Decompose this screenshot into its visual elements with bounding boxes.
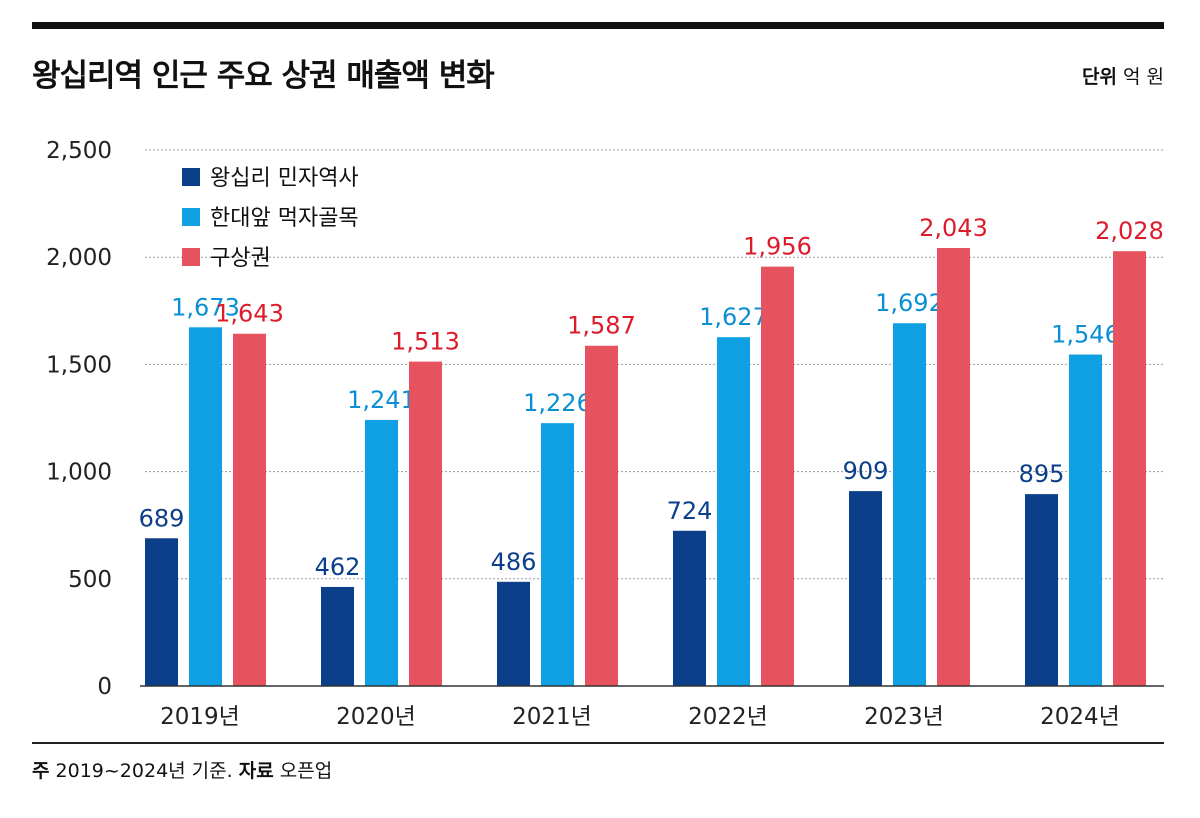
note-text: 2019~2024년 기준.: [55, 760, 233, 782]
data-label: 1,627: [699, 303, 768, 331]
unit-value: 억 원: [1123, 66, 1164, 88]
data-label: 1,513: [391, 328, 460, 356]
source-label: 자료: [238, 760, 274, 782]
x-tick-label: 2020년: [336, 704, 416, 730]
y-tick-label: 1,500: [46, 352, 112, 378]
legend-swatch: [182, 248, 200, 266]
data-label: 2,028: [1095, 217, 1164, 245]
legend-label: 왕십리 민자역사: [210, 166, 359, 191]
data-label: 1,241: [347, 386, 416, 414]
bar: [585, 345, 618, 686]
x-tick-label: 2019년: [160, 704, 240, 730]
y-tick-label: 500: [68, 567, 112, 593]
data-label: 1,692: [875, 289, 944, 317]
y-tick-label: 2,000: [46, 245, 112, 271]
bar: [1025, 494, 1058, 686]
data-label: 1,226: [523, 389, 592, 417]
data-label: 1,587: [567, 312, 636, 340]
y-tick-label: 0: [97, 674, 112, 700]
data-label: 486: [491, 548, 537, 576]
legend-label: 구상권: [210, 246, 271, 271]
bar: [541, 423, 574, 686]
bar: [893, 323, 926, 686]
chart-title: 왕십리역 인근 주요 상권 매출액 변화: [32, 58, 495, 94]
data-label: 462: [315, 553, 361, 581]
legend-label: 한대앞 먹자골목: [210, 206, 359, 231]
source-text: 오픈업: [279, 760, 333, 782]
bar: [409, 361, 442, 686]
data-label: 1,643: [215, 300, 284, 328]
bar: [761, 266, 794, 686]
note-label: 주: [32, 760, 50, 782]
bar: [717, 337, 750, 686]
y-tick-label: 1,000: [46, 460, 112, 486]
bar: [233, 333, 266, 686]
x-tick-label: 2023년: [864, 704, 944, 730]
y-tick-label: 2,500: [46, 138, 112, 164]
bar: [1113, 251, 1146, 687]
data-label: 1,546: [1051, 321, 1120, 349]
x-tick-label: 2024년: [1040, 704, 1120, 730]
bar: [497, 581, 530, 686]
top-rule: [32, 22, 1164, 29]
data-label: 1,673: [171, 293, 240, 321]
legend-swatch: [182, 208, 200, 226]
footnote: 주 2019~2024년 기준. 자료 오픈업: [32, 756, 332, 783]
bar: [1069, 354, 1102, 686]
unit-label: 단위: [1081, 66, 1117, 88]
bar: [673, 530, 706, 686]
x-tick-label: 2021년: [512, 704, 592, 730]
data-label: 1,956: [743, 233, 812, 261]
bar: [145, 538, 178, 686]
data-label: 724: [667, 497, 713, 525]
x-tick-label: 2022년: [688, 704, 768, 730]
bar: [321, 586, 354, 686]
footer-rule: [32, 742, 1164, 744]
legend-swatch: [182, 168, 200, 186]
bar: [365, 419, 398, 686]
data-label: 909: [843, 457, 889, 485]
unit-note: 단위 억 원: [1082, 62, 1164, 89]
data-label: 895: [1019, 460, 1065, 488]
data-label: 2,043: [919, 214, 988, 242]
bar: [849, 491, 882, 686]
bar: [937, 247, 970, 686]
bar: [189, 327, 222, 686]
data-label: 689: [139, 504, 185, 532]
